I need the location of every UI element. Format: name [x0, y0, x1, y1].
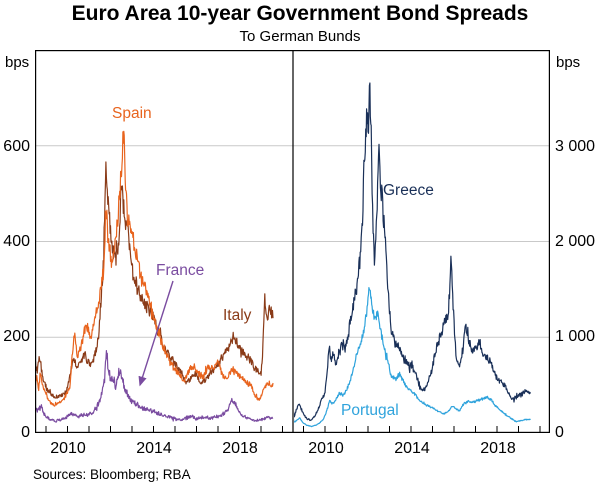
xtick-left-2018: 2018 [222, 440, 258, 457]
plot-frame [35, 50, 550, 433]
series-group-right [294, 82, 532, 428]
xtick-left-2010: 2010 [50, 440, 86, 457]
chart-canvas [35, 50, 550, 433]
series-line-portugal [294, 287, 531, 428]
xtick-right-2014: 2014 [394, 440, 430, 457]
right-ytick-0: 0 [555, 424, 564, 441]
x-axis-ticks [45, 426, 541, 432]
series-label-france: France [156, 262, 205, 279]
left-axis-unit: bps [5, 54, 30, 71]
xtick-right-2018: 2018 [480, 440, 516, 457]
right-axis-unit: bps [556, 54, 581, 71]
right-ytick-3000: 3 000 [555, 138, 596, 155]
series-group-left [35, 130, 274, 423]
series-label-portugal: Portugal [341, 402, 399, 419]
series-line-greece [294, 82, 532, 422]
right-ytick-2000: 2 000 [555, 233, 596, 250]
series-line-spain [35, 130, 274, 407]
page-title: Euro Area 10-year Government Bond Spread… [71, 2, 529, 25]
series-line-france [35, 350, 274, 423]
left-ytick-600: 600 [3, 138, 30, 155]
left-ytick-200: 200 [3, 328, 30, 345]
sources-note: Sources: Bloomberg; RBA [33, 467, 191, 482]
xtick-left-2014: 2014 [136, 440, 172, 457]
series-label-spain: Spain [112, 105, 152, 122]
xtick-right-2010: 2010 [308, 440, 344, 457]
series-line-italy [35, 161, 274, 399]
france-annotation-arrow [138, 280, 174, 387]
right-ytick-1000: 1 000 [555, 328, 596, 345]
plot-area [35, 50, 550, 433]
left-ytick-400: 400 [3, 233, 30, 250]
series-label-italy: Italy [223, 307, 252, 324]
left-ytick-0: 0 [21, 424, 30, 441]
chart-subtitle: To German Bunds [239, 28, 361, 45]
series-label-greece: Greece [383, 182, 434, 199]
